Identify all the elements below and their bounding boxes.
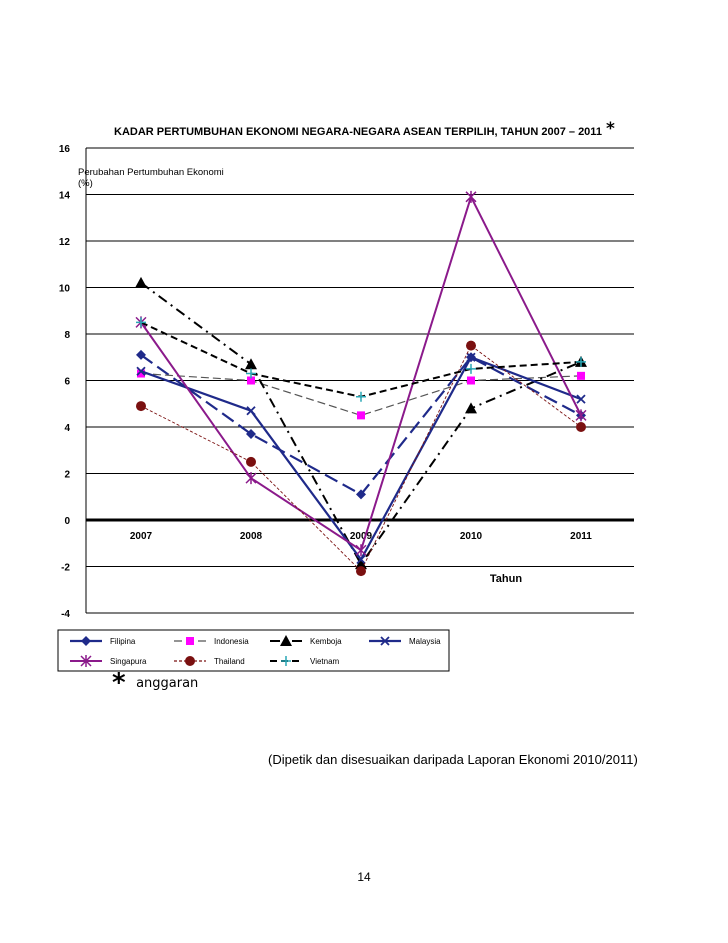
y-tick-label: 4 [64,423,70,434]
data-point-singapura [575,409,587,422]
data-point-thailand [246,456,256,467]
legend-marker-filipina [81,636,91,646]
chart-title-mark: * [606,119,615,139]
legend-marker-singapura [80,655,92,667]
y-tick-label: 8 [64,330,70,341]
legend-label-vietnam: Vietnam [310,657,340,666]
data-point-filipina [246,428,256,439]
y-tick-label: 0 [64,516,70,527]
source-note: (Dipetik dan disesuaikan daripada Lapora… [268,752,638,767]
legend-marker-indonesia [186,637,194,645]
legend-label-indonesia: Indonesia [214,637,249,646]
legend-label-singapura: Singapura [110,657,147,666]
legend-marker-malaysia [380,636,390,646]
data-point-vietnam [576,356,586,367]
y-tick-label: -2 [61,563,70,574]
legend-marker-thailand [185,656,195,666]
data-point-malaysia [246,406,256,416]
data-point-singapura [245,472,257,485]
x-tick-label: 2007 [130,531,153,542]
data-point-thailand [576,422,586,432]
legend-marker-kemboja [280,635,292,646]
data-point-vietnam [466,363,476,374]
data-point-kemboja [355,558,367,570]
data-point-kemboja [245,358,257,370]
data-point-malaysia [576,394,586,404]
legend-label-malaysia: Malaysia [409,637,441,646]
data-point-filipina [356,489,366,500]
y-tick-label: -4 [61,609,70,620]
footnote: * anggaran [112,668,198,698]
y-tick-label: 10 [59,284,71,295]
legend-label-thailand: Thailand [214,657,245,666]
data-point-malaysia [356,554,366,565]
series-line-indonesia [140,372,582,417]
data-point-indonesia [357,411,365,420]
data-point-singapura [355,544,367,557]
x-axis-label: Tahun [490,573,522,585]
legend-label-kemboja: Kemboja [310,637,342,646]
x-tick-label: 2008 [240,531,263,542]
series-line-malaysia [140,355,582,562]
data-point-vietnam [356,391,366,402]
data-point-vietnam [136,317,146,328]
y-tick-label: 2 [64,470,70,481]
y-axis-label: Perubahan Pertumbuhan Ekonomi [78,167,224,178]
x-tick-label: 2011 [570,531,592,542]
growth-line-chart: KADAR PERTUMBUHAN EKONOMI NEGARA-NEGARA … [57,119,634,672]
x-tick-label: 2009 [350,531,373,542]
y-tick-label: 14 [59,191,71,202]
legend-label-filipina: Filipina [110,637,136,646]
footnote-mark: * [112,668,126,698]
data-point-malaysia [466,352,476,362]
footnote-text: anggaran [136,676,199,691]
y-tick-label: 16 [59,144,71,155]
data-point-vietnam [246,368,256,379]
y-axis-unit: (%) [78,178,93,189]
data-point-indonesia [467,376,475,385]
data-point-indonesia [137,369,145,378]
data-point-indonesia [247,376,255,385]
legend-box [57,629,450,672]
y-tick-label: 6 [64,377,70,388]
series-line-thailand [140,344,582,572]
data-point-filipina [136,349,146,360]
series-line-kemboja [140,282,582,567]
data-point-thailand [356,566,366,577]
data-point-malaysia [136,366,146,376]
page-number: 14 [357,870,371,884]
data-point-kemboja [135,276,147,288]
legend-marker-vietnam [281,656,291,666]
x-tick-label: 2010 [460,531,483,542]
chart-title: KADAR PERTUMBUHAN EKONOMI NEGARA-NEGARA … [114,126,602,138]
data-point-kemboja [465,402,477,414]
data-point-thailand [466,340,476,351]
data-point-singapura [465,190,477,203]
y-tick-label: 12 [59,237,71,248]
data-point-thailand [136,401,146,412]
data-point-indonesia [577,371,585,380]
